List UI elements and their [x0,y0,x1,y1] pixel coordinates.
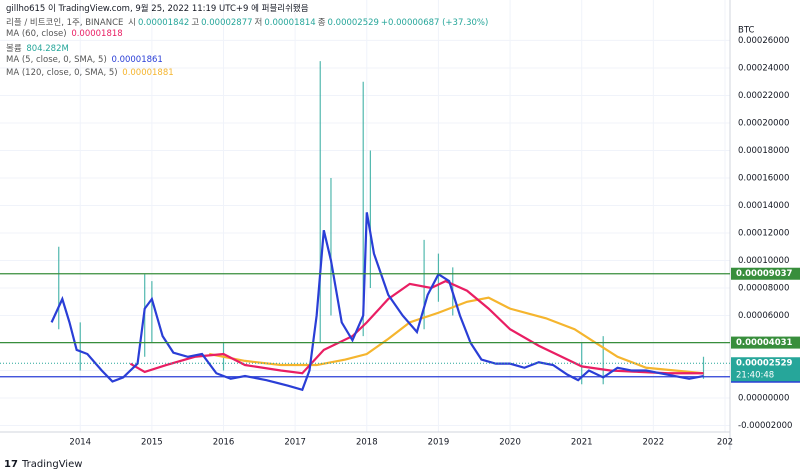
ma60-legend: MA (60, close) 0.00001818 [6,29,125,39]
level-label-bg [731,336,800,349]
ohlc-value: 0.00002529 [327,18,379,28]
ma-line [129,279,704,375]
ma-line [208,296,704,375]
x-tick-label: 2020 [499,438,521,448]
ma-name: MA (120, close, 0, SMA, 5) [6,68,118,78]
y-tick-label: 0.00006000 [738,311,789,321]
y-tick-label: 0.00024000 [738,63,789,73]
x-tick-label: 2021 [571,438,593,448]
volume-value: 804.282M [26,44,69,54]
change: +0.00000687 (+37.30%) [380,18,489,28]
symbol: 리플 / 비트코인, 1주, BINANCE [6,18,124,28]
header: gillho615 이 TradingView.com, 9월 25, 2022… [6,4,309,14]
ma120-legend: MA (120, close, 0, SMA, 5) 0.00001881 [6,68,176,78]
ohlc-label: 고 [191,18,200,28]
x-tick-label: 202 [717,438,733,448]
ohlc-value: 0.00001842 [137,18,190,28]
last-price-label: 0.00002529 [736,359,793,369]
y-tick-label: -0.00002000 [738,421,792,431]
x-tick-label: 2016 [213,438,235,448]
ma-line [50,212,704,392]
last-price-bg [731,357,800,382]
ohlc-value: 0.00002877 [201,18,253,28]
ma-value: 0.00001881 [122,68,174,78]
ohlc-label: 시 [128,18,136,28]
y-tick-label: 0.00008000 [738,284,789,294]
x-tick-label: 2019 [428,438,450,448]
y-tick-label: 0.00000000 [738,394,789,404]
ma-value: 0.00001861 [111,55,163,65]
ohlc-label: 종 [317,18,326,28]
y-tick-label: 0.00010000 [738,256,789,266]
x-tick-label: 2018 [356,438,378,448]
y-tick-label: 0.00018000 [738,146,789,156]
ma5-legend: MA (5, close, 0, SMA, 5) 0.00001861 [6,55,165,65]
ohlc-label: 저 [254,18,263,28]
symbol-legend: 리플 / 비트코인, 1주, BINANCE 시 0.00001842 고 0.000… [6,16,490,28]
x-tick-label: 2014 [69,438,91,448]
volume-legend: 볼륨 804.282M [6,42,71,54]
level-label: 0.00004031 [736,338,793,348]
volume-name: 볼륨 [6,44,22,54]
y-tick-label: 0.00012000 [738,228,789,238]
y-tick-label: 0.00020000 [738,118,789,128]
y-tick-label: 0.00022000 [738,91,789,101]
y-tick-label: 0.00016000 [738,173,789,183]
y-tick-label: 0.00026000 [738,36,789,46]
footer-logo-text: TradingView [21,459,82,470]
y-tick-label: 0.00014000 [738,201,789,211]
x-tick-label: 2022 [643,438,665,448]
axis-unit: BTC [738,26,755,36]
level-label-bg [731,267,800,280]
x-tick-label: 2017 [284,438,306,448]
x-tick-label: 2015 [141,438,163,448]
countdown: 21:40:48 [736,371,774,381]
ma-name: MA (5, close, 0, SMA, 5) [6,55,107,65]
level-label: 0.00009037 [736,269,793,279]
plot [0,0,730,432]
ma-value: 0.00001818 [71,29,123,39]
footer-logo: 17 [4,459,18,470]
ohlc-value: 0.00001814 [264,18,316,28]
ma-name: MA (60, close) [6,29,67,39]
